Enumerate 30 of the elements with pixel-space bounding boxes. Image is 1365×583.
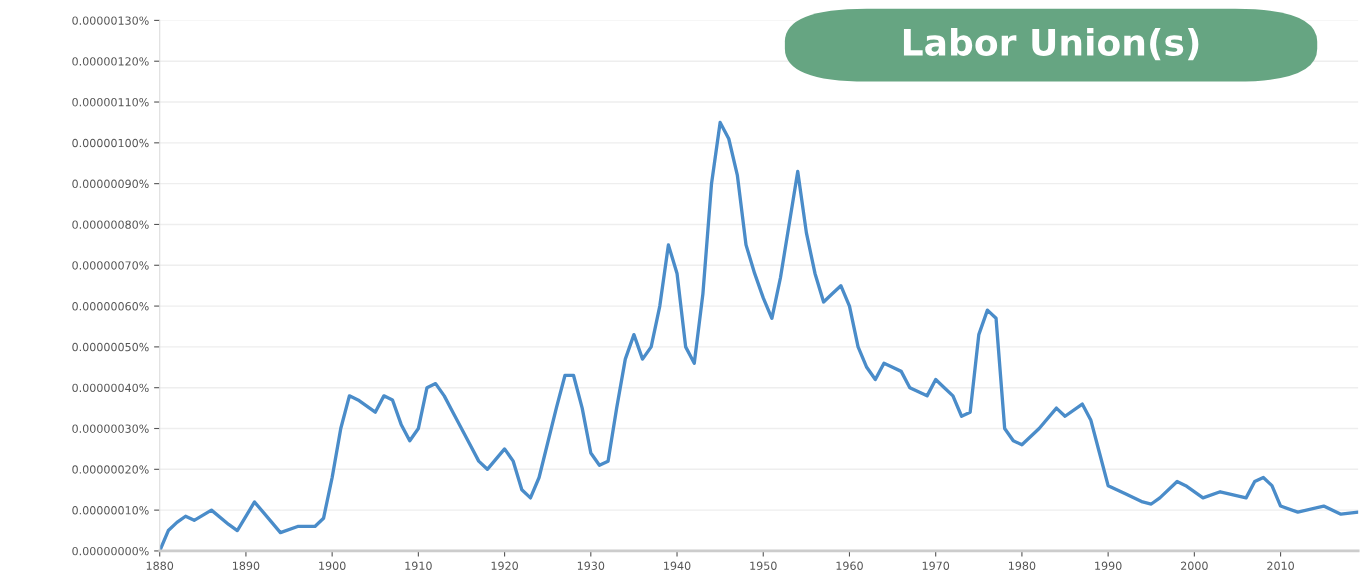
y-tick-label: 0.00000010% (72, 506, 149, 515)
x-tick-label: 1990 (1095, 561, 1122, 570)
x-tick-label: 2010 (1267, 561, 1294, 570)
x-tick-label: 1930 (577, 561, 605, 570)
chart-title: Labor Union(s) (903, 28, 1199, 61)
y-tick-label: 0.00000090% (72, 179, 149, 189)
y-tick-label: 0.00000100% (72, 138, 149, 148)
y-tick-label: 0.00000070% (72, 261, 149, 270)
x-tick-label: 1910 (405, 561, 432, 570)
x-tick-label: 2000 (1181, 561, 1208, 570)
y-tick-label: 0.00000000% (72, 546, 149, 556)
y-tick-label: 0.00000060% (72, 302, 149, 311)
y-tick-label: 0.00000020% (72, 465, 149, 474)
y-tick-label: 0.00000120% (72, 57, 149, 66)
x-tick-label: 1920 (491, 561, 518, 570)
x-tick-label: 1970 (922, 561, 950, 570)
line-series (159, 120, 1359, 551)
x-tick-label: 1960 (836, 561, 863, 570)
x-tick-label: 1980 (1009, 561, 1036, 570)
y-tick-label: 0.00000040% (72, 383, 149, 393)
y-tick-label: 0.00000130% (72, 16, 149, 25)
y-tick-label: 0.00000050% (72, 342, 149, 352)
x-tick-label: 1940 (664, 561, 691, 570)
y-tick-label: 0.00000030% (72, 424, 149, 433)
y-tick-label: 0.00000110% (72, 98, 149, 107)
x-tick-label: 1890 (233, 561, 260, 570)
x-tick-label: 1950 (750, 561, 777, 570)
y-tick-label: 0.00000080% (72, 220, 149, 229)
x-tick-label: 1880 (146, 561, 174, 570)
x-tick-label: 1900 (319, 561, 346, 570)
